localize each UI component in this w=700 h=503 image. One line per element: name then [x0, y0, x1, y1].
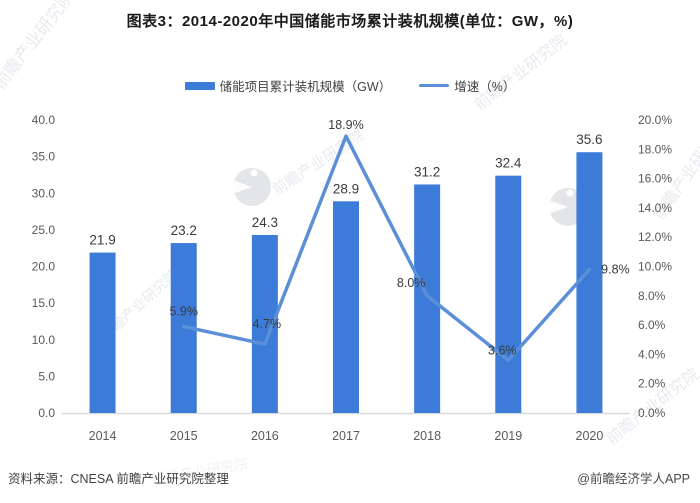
right-axis-tick: 4.0% [638, 347, 666, 361]
right-axis-tick: 14.0% [638, 201, 672, 215]
line-value-label: 5.9% [169, 305, 198, 319]
left-axis-tick: 10.0 [32, 333, 56, 347]
credit-note: @前瞻经济学人APP [577, 472, 690, 486]
left-axis-tick: 5.0 [38, 369, 55, 383]
right-axis-tick: 0.0% [638, 406, 666, 420]
line-value-label: 3.6% [488, 343, 517, 357]
bar-2018 [414, 184, 441, 413]
watermark-logo-dot [566, 189, 574, 197]
bar-value-label: 24.3 [252, 215, 278, 230]
x-axis-label: 2018 [413, 429, 441, 443]
x-axis-label: 2014 [89, 429, 117, 443]
bar-value-label: 32.4 [495, 156, 522, 171]
x-axis-label: 2016 [251, 429, 279, 443]
bar-2017 [333, 201, 359, 413]
right-axis-tick: 10.0% [638, 260, 672, 274]
line-value-label: 18.9% [328, 118, 363, 132]
bar-2019 [495, 175, 522, 413]
left-axis-tick: 30.0 [32, 186, 56, 200]
legend-item-bars: 储能项目累计装机规模（GW） [184, 76, 392, 95]
right-axis-tick: 6.0% [638, 318, 666, 332]
left-axis-tick: 20.0 [32, 260, 56, 274]
data-source-note: 资料来源：CNESA 前瞻产业研究院整理 [8, 472, 229, 486]
bar-value-label: 31.2 [414, 164, 440, 179]
legend-item-line: 增速（%） [419, 76, 515, 95]
bar-value-label: 28.9 [333, 181, 359, 196]
left-axis-tick: 0.0 [38, 406, 55, 420]
line-value-label: 9.8% [601, 262, 630, 276]
right-axis-tick: 2.0% [638, 377, 666, 391]
right-axis-tick: 20.0% [638, 113, 672, 127]
growth-rate-line [181, 134, 592, 363]
watermark-logo-dot [250, 169, 258, 177]
chart-title: 图表3：2014-2020年中国储能市场累计装机规模(单位：GW，%) [126, 13, 574, 30]
bar-2014 [89, 252, 116, 413]
watermark-logo-notch [549, 200, 568, 214]
x-axis-label: 2015 [170, 429, 198, 443]
line-value-label: 4.7% [253, 317, 282, 331]
right-axis-tick: 18.0% [638, 142, 672, 156]
x-axis-label: 2019 [494, 429, 522, 443]
line-series-swatch [419, 83, 450, 88]
right-axis-tick: 16.0% [638, 172, 672, 186]
watermark-logo-notch [233, 180, 252, 194]
legend-label-line: 增速（%） [454, 80, 516, 94]
x-axis-label: 2017 [332, 429, 360, 443]
right-axis-tick: 12.0% [638, 230, 672, 244]
left-axis-tick: 35.0 [32, 150, 56, 164]
bar-value-label: 23.2 [171, 223, 197, 238]
left-axis-tick: 40.0 [32, 113, 56, 127]
line-value-label: 8.0% [397, 276, 426, 290]
bar-2020 [576, 152, 603, 414]
combo-chart: 40.0 35.0 30.0 25.0 20.0 15.0 10.0 5.0 0.0 20.0% 1… [32, 113, 673, 443]
chart-legend: 储能项目累计装机规模（GW） 增速（%） [0, 76, 700, 95]
bar-value-label: 21.9 [89, 233, 115, 248]
x-axis-label: 2020 [576, 429, 604, 443]
left-axis-tick: 15.0 [32, 296, 56, 310]
right-axis-tick: 8.0% [638, 289, 666, 303]
bar-value-label: 35.6 [576, 132, 602, 147]
legend-label-bars: 储能项目累计装机规模（GW） [219, 80, 392, 94]
left-axis-tick: 25.0 [32, 223, 56, 237]
bar-series-swatch [184, 81, 215, 90]
